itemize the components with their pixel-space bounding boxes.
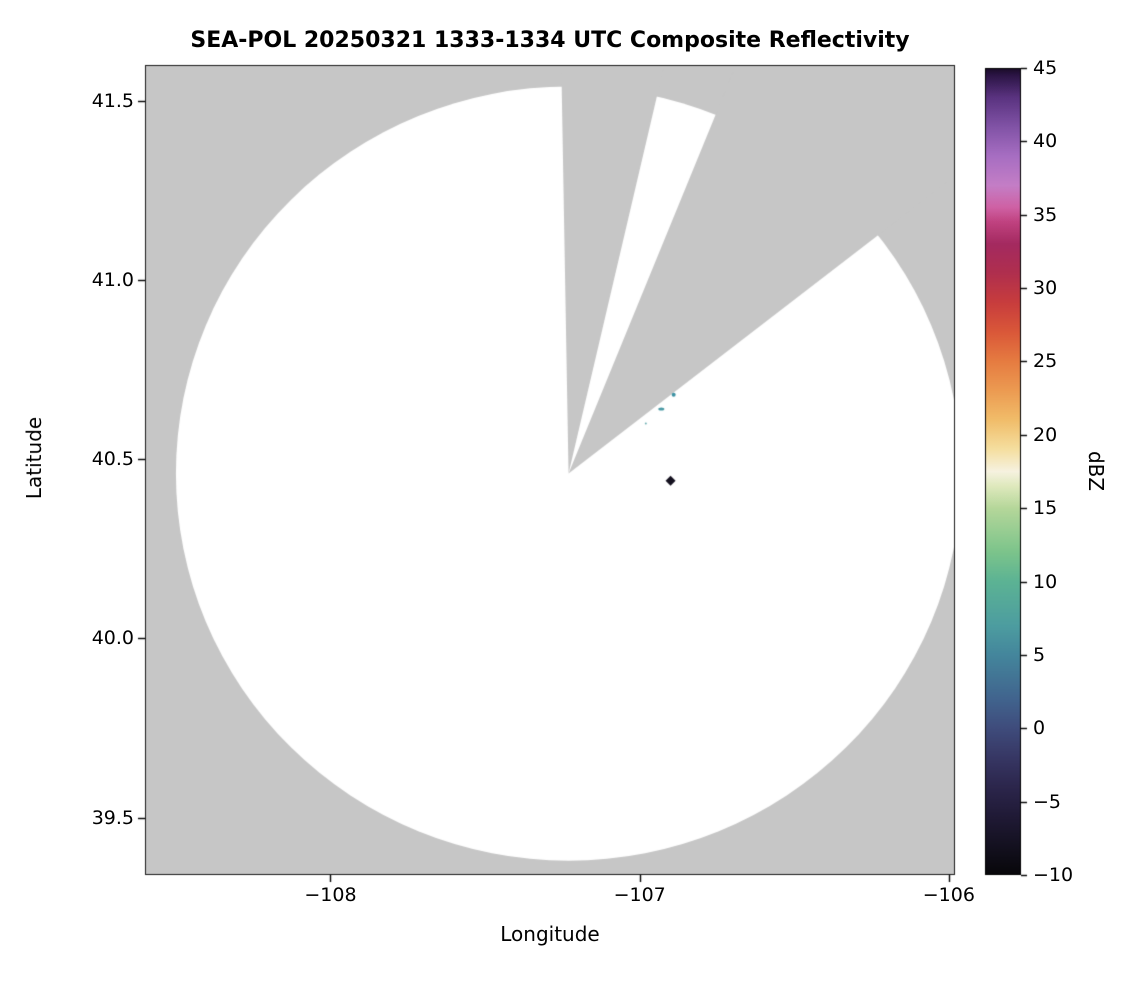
y-tick-label: 40.5 [91, 448, 134, 471]
colorbar-tick-label: 10 [1033, 570, 1058, 593]
y-tick-label: 41.5 [91, 89, 134, 112]
colorbar-tick-label: −5 [1033, 790, 1062, 813]
chart-title: SEA-POL 20250321 1333-1334 UTC Composite… [190, 28, 910, 53]
y-axis-label: Latitude [22, 416, 46, 500]
y-tick-label: 40.0 [91, 627, 134, 650]
y-tick-label: 39.5 [91, 806, 134, 829]
colorbar-label: dBZ [1084, 450, 1108, 492]
colorbar-tick-label: 15 [1033, 497, 1058, 520]
x-tick-label: −108 [304, 884, 357, 906]
colorbar-tick-label: 45 [1033, 57, 1058, 79]
colorbar-tick-label: 5 [1033, 643, 1046, 666]
colorbar-tick-label: 40 [1033, 130, 1058, 153]
x-tick-label: −106 [922, 884, 975, 906]
colorbar-tick-label: 25 [1033, 350, 1058, 373]
colorbar-tick-label: 35 [1033, 203, 1058, 226]
colorbar-tick-label: 0 [1033, 717, 1046, 740]
x-tick-label: −107 [613, 884, 666, 906]
colorbar-tick-label: 30 [1033, 277, 1058, 300]
x-axis-label: Longitude [500, 922, 600, 946]
colorbar-tick-label: −10 [1033, 864, 1074, 886]
y-tick-label: 41.0 [91, 269, 134, 292]
colorbar-tick-label: 20 [1033, 423, 1058, 446]
